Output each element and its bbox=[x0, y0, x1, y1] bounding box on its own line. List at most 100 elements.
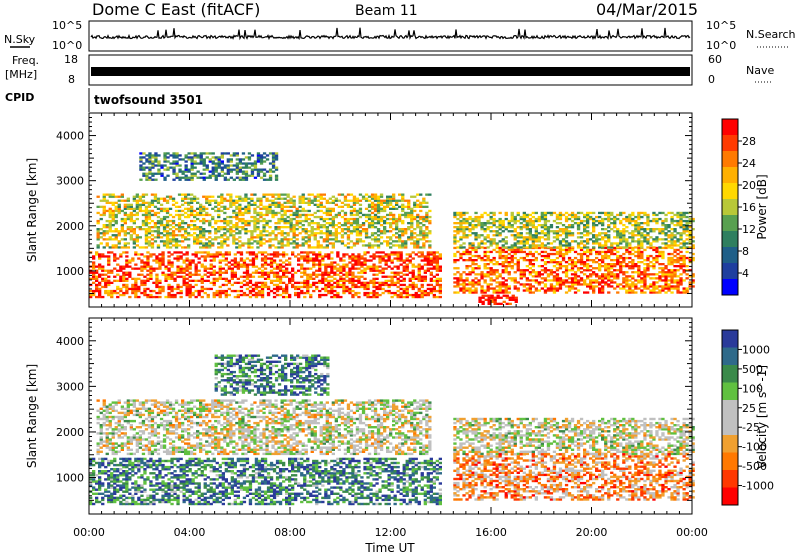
velocity-cbar-swatch bbox=[722, 365, 738, 383]
power-colorbar: 28 24 20 16 12 8 4 Power [dB] bbox=[721, 118, 769, 296]
velocity-cbar-swatch bbox=[722, 382, 738, 401]
power-heatmap: 1000 2000 3000 4000 Slant Range [km] bbox=[25, 112, 695, 308]
velocity-colorbar: 1000 500 100 25 -25 -100 -500 -1000 Velocity [m… bbox=[721, 329, 774, 506]
time-xtick-label: 04:00 bbox=[174, 526, 206, 539]
power-ytick-label: 4000 bbox=[56, 130, 84, 143]
power-cbar-swatch bbox=[722, 263, 738, 280]
velocity-cbar-tick: -1000 bbox=[742, 480, 774, 493]
velocity-ytick-label: 4000 bbox=[56, 335, 84, 348]
nsky-trace bbox=[90, 27, 691, 41]
power-cbar-tick: 12 bbox=[742, 223, 756, 236]
power-ylabel: Slant Range [km] bbox=[25, 158, 39, 262]
velocity-cbar-label: Velocity [m s^-1] bbox=[755, 365, 769, 469]
velocity-band-4 bbox=[214, 354, 330, 396]
power-cbar-swatch bbox=[722, 183, 738, 200]
nsky-panel: N.Sky 10^5 10^0 N.Search 10^5 10^0 bbox=[4, 19, 796, 52]
freq-tick-bottom: 8 bbox=[68, 73, 75, 86]
velocity-ylabel: Slant Range [km] bbox=[25, 364, 39, 468]
power-cbar-tick: 24 bbox=[742, 157, 756, 170]
nsearch-tick-bottom: 10^0 bbox=[706, 39, 736, 52]
velocity-band-3 bbox=[453, 453, 695, 501]
velocity-cells bbox=[89, 354, 695, 506]
freq-label: Freq. bbox=[12, 54, 39, 67]
velocity-cbar-swatch bbox=[722, 400, 738, 418]
time-xtick-label: 20:00 bbox=[576, 526, 608, 539]
power-band-4 bbox=[139, 152, 279, 181]
power-cbar-swatch bbox=[722, 247, 738, 264]
time-xtick-label: 08:00 bbox=[274, 526, 306, 539]
power-cbar-swatch bbox=[722, 167, 738, 184]
nave-label: Nave bbox=[746, 64, 774, 77]
nave-tick-top: 60 bbox=[708, 53, 722, 66]
nsky-tick-top: 10^5 bbox=[52, 19, 82, 32]
freq-trace bbox=[91, 67, 690, 76]
velocity-cbar-swatch bbox=[722, 487, 738, 506]
power-cbar-tick: 28 bbox=[742, 135, 756, 148]
velocity-ytick-label: 1000 bbox=[56, 472, 84, 485]
velocity-cbar-swatch bbox=[722, 330, 738, 348]
nsearch-tick-top: 10^5 bbox=[706, 19, 736, 32]
beam-title: Beam 11 bbox=[355, 3, 418, 19]
power-ytick-label: 2000 bbox=[56, 220, 84, 233]
time-xtick-label: 00:00 bbox=[676, 526, 708, 539]
power-ytick-label: 1000 bbox=[56, 265, 84, 278]
nsearch-label: N.Search bbox=[746, 28, 796, 41]
station-title: Dome C East (fitACF) bbox=[92, 0, 260, 19]
velocity-cbar-tick: 100 bbox=[742, 382, 763, 395]
time-xtick-label: 16:00 bbox=[475, 526, 507, 539]
power-cells bbox=[89, 152, 695, 305]
power-cbar-swatch bbox=[722, 119, 738, 136]
velocity-band-2 bbox=[453, 417, 695, 456]
velocity-cbar-tick: -25 bbox=[742, 421, 760, 434]
velocity-cbar-tick: 500 bbox=[742, 363, 763, 376]
time-xtick-label: 00:00 bbox=[73, 526, 105, 539]
freq-tick-top: 18 bbox=[64, 53, 78, 66]
nave-tick-bottom: 0 bbox=[708, 73, 715, 86]
power-cbar-tick: 8 bbox=[742, 245, 749, 258]
velocity-cbar-tick: 25 bbox=[742, 402, 756, 415]
velocity-band-1 bbox=[89, 457, 442, 506]
velocity-cbar-swatch bbox=[722, 347, 738, 366]
power-band-3 bbox=[453, 211, 695, 249]
power-band-0 bbox=[89, 251, 442, 299]
power-y-ticks: 1000 2000 3000 4000 bbox=[56, 112, 692, 294]
velocity-cbar-swatch bbox=[722, 417, 738, 436]
cpid-label: CPID bbox=[5, 91, 34, 104]
velocity-y-ticks: 1000 2000 3000 4000 bbox=[56, 317, 692, 501]
velocity-cbar-tick: -100 bbox=[742, 441, 767, 454]
nsky-tick-bottom: 10^0 bbox=[52, 39, 82, 52]
power-band-2 bbox=[453, 246, 695, 294]
date-title: 04/Mar/2015 bbox=[596, 0, 698, 19]
power-cbar-tick: 4 bbox=[742, 267, 749, 280]
time-xlabel: Time UT bbox=[364, 541, 415, 554]
nsky-label: N.Sky bbox=[4, 33, 36, 46]
power-cbar-swatch bbox=[722, 199, 738, 216]
power-cbar-tick: 16 bbox=[742, 201, 756, 214]
power-cbar-swatch bbox=[722, 151, 738, 168]
velocity-cbar-swatch bbox=[722, 435, 738, 453]
time-xtick-label: 12:00 bbox=[375, 526, 407, 539]
velocity-band-0 bbox=[96, 399, 432, 456]
power-ytick-label: 3000 bbox=[56, 175, 84, 188]
time-x-ticks: 00:00 04:00 08:00 12:00 16:00 20:00 00:00 bbox=[73, 113, 708, 539]
velocity-cbar-swatch bbox=[722, 470, 738, 488]
velocity-cbar-label-text: Velocity [m s^-1] bbox=[755, 365, 769, 469]
power-cbar-swatch bbox=[722, 279, 738, 296]
velocity-ytick-label: 3000 bbox=[56, 380, 84, 393]
cpid-value: twofsound 3501 bbox=[94, 93, 203, 107]
power-cbar-label: Power [dB] bbox=[755, 174, 769, 239]
power-band-1 bbox=[96, 193, 432, 249]
freq-unit: [MHz] bbox=[5, 68, 37, 81]
freq-panel: Freq. [MHz] 18 8 Nave 60 0 bbox=[5, 53, 774, 86]
velocity-ytick-label: 2000 bbox=[56, 426, 84, 439]
power-cbar-swatch bbox=[722, 215, 738, 232]
power-cbar-tick: 20 bbox=[742, 179, 756, 192]
power-cbar-swatch bbox=[722, 135, 738, 152]
velocity-cbar-tick: 1000 bbox=[742, 343, 770, 356]
velocity-heatmap: 1000 2000 3000 4000 Slant Range [km] bbox=[25, 317, 695, 515]
velocity-cbar-swatch bbox=[722, 452, 738, 471]
velocity-cbar-tick: -500 bbox=[742, 460, 767, 473]
power-cbar-swatch bbox=[722, 231, 738, 248]
power-band-5 bbox=[478, 294, 518, 305]
